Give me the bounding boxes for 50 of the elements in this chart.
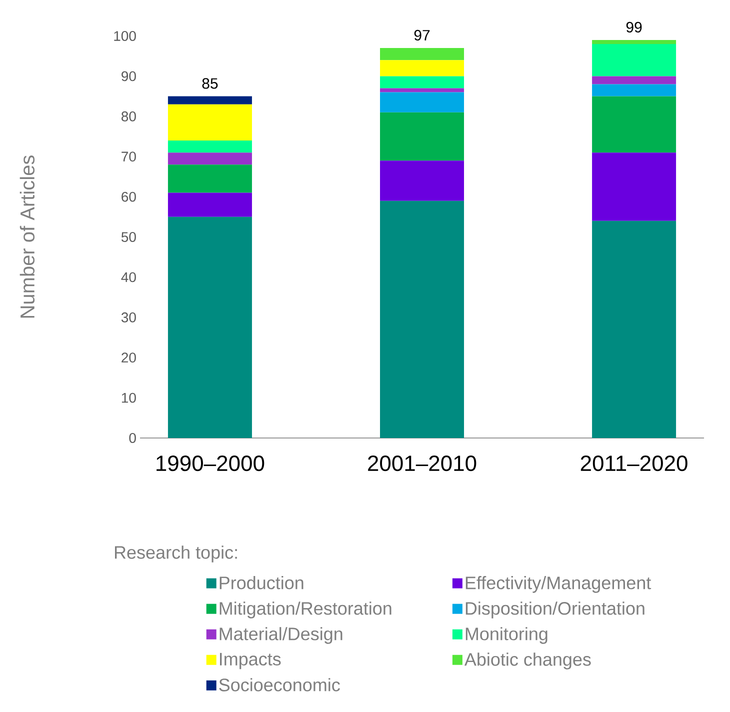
legend-label: Impacts xyxy=(220,652,281,670)
bar xyxy=(592,84,676,96)
total-label: 85 xyxy=(202,78,218,89)
legend-label: Production xyxy=(220,576,304,590)
bar xyxy=(592,76,676,84)
bar xyxy=(168,216,252,438)
y-tick-label: 20 xyxy=(122,352,136,363)
bar xyxy=(168,140,252,153)
y-tick-label: 0 xyxy=(129,433,136,443)
total-label: 97 xyxy=(414,30,430,41)
bar xyxy=(592,40,676,44)
y-tick-label: 70 xyxy=(122,152,136,162)
bar xyxy=(380,48,464,60)
bar xyxy=(168,192,252,217)
bar xyxy=(592,44,676,76)
bar xyxy=(380,112,464,161)
legend-label: Effectivity/Management xyxy=(466,576,652,593)
legend-label: Disposition/Orientation xyxy=(466,602,644,618)
x-tick-label: 1990–2000 xyxy=(156,456,264,472)
x-tick-label: 2011–2020 xyxy=(580,456,688,472)
bar xyxy=(380,160,464,201)
bar xyxy=(168,104,252,141)
bar xyxy=(380,60,464,76)
y-tick-label: 30 xyxy=(121,312,136,322)
y-tick-label: 40 xyxy=(121,272,136,282)
y-tick-label: 60 xyxy=(122,192,136,202)
bar xyxy=(592,96,676,153)
bar xyxy=(168,164,252,193)
bar xyxy=(380,76,464,88)
legend-label: Monitoring xyxy=(466,627,548,644)
y-tick-label: 80 xyxy=(122,111,136,122)
y-axis-title: Number of Articles xyxy=(20,156,35,318)
y-tick-label: 100 xyxy=(114,31,136,41)
y-tick-label: 90 xyxy=(122,71,136,82)
y-tick-label: 50 xyxy=(121,232,136,242)
legend-title: Research topic: xyxy=(115,546,237,562)
bar xyxy=(168,96,252,104)
bar xyxy=(592,220,676,438)
legend-label: Material/Design xyxy=(220,627,342,644)
bar xyxy=(380,88,464,92)
legend-label: Mitigation/Restoration xyxy=(220,602,392,618)
bar xyxy=(168,152,252,165)
bar xyxy=(380,200,464,438)
y-tick-label: 10 xyxy=(122,392,136,403)
legend-label: Socioeconomic xyxy=(219,678,340,692)
bar xyxy=(380,92,464,112)
x-tick-label: 2001–2010 xyxy=(368,456,476,472)
bar xyxy=(592,152,676,221)
total-label: 99 xyxy=(626,22,642,32)
legend-label: Abiotic changes xyxy=(464,652,591,670)
